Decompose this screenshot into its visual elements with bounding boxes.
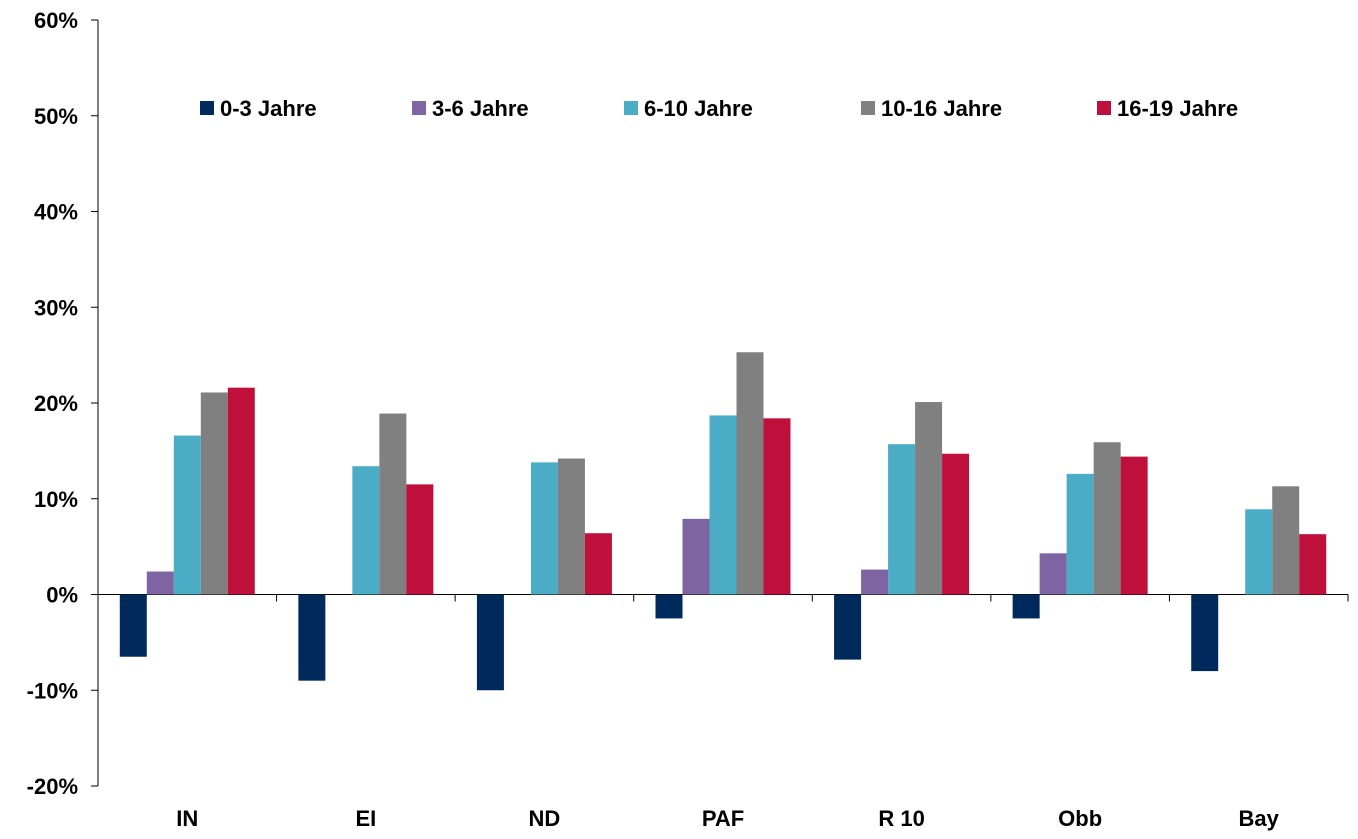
legend-label: 6-10 Jahre [644, 96, 753, 121]
bar [146, 571, 174, 595]
legend-swatch [200, 101, 214, 115]
bar [682, 518, 710, 595]
bar [1120, 456, 1148, 595]
bar [406, 484, 434, 595]
bar [736, 352, 764, 595]
bar [834, 594, 862, 660]
category-label: EI [355, 806, 376, 831]
plot-area: -20% -10% 0% 10% 20% 30% 40% 50% 60% IN EI ND PAF R 1… [27, 8, 1349, 831]
legend-swatch [1097, 101, 1111, 115]
bar [1093, 442, 1121, 595]
y-tick-label: 20% [34, 391, 78, 416]
y-tick-label: -10% [27, 678, 78, 703]
bar [655, 594, 683, 619]
bar [1299, 534, 1327, 595]
bar [709, 415, 737, 595]
y-tick-label: -20% [27, 774, 78, 799]
bar [200, 392, 228, 595]
bar [119, 594, 147, 657]
category-label: Bay [1239, 806, 1280, 831]
bar [1191, 594, 1219, 672]
bar [1039, 553, 1067, 595]
legend-swatch [412, 101, 426, 115]
legend-label: 16-19 Jahre [1117, 96, 1238, 121]
bar [1245, 509, 1273, 595]
bar [530, 462, 558, 595]
bar [227, 387, 255, 595]
bar [915, 402, 943, 595]
y-tick-label: 0% [46, 583, 78, 608]
category-label: IN [176, 806, 198, 831]
category-label: PAF [702, 806, 744, 831]
bar [352, 466, 380, 595]
y-tick-label: 30% [34, 295, 78, 320]
y-tick-label: 50% [34, 104, 78, 129]
y-tick-label: 10% [34, 487, 78, 512]
bar [861, 569, 889, 595]
bar [298, 594, 326, 681]
legend-label: 0-3 Jahre [220, 96, 317, 121]
legend-label: 10-16 Jahre [881, 96, 1002, 121]
bar [584, 533, 612, 595]
bar [557, 458, 585, 595]
y-tick-label: 60% [34, 8, 78, 33]
legend-label: 3-6 Jahre [432, 96, 529, 121]
legend-swatch [624, 101, 638, 115]
bar [888, 444, 916, 595]
bar [942, 453, 970, 595]
legend: 0-3 Jahre 3-6 Jahre 6-10 Jahre 10-16 Jahre 1… [200, 96, 1238, 121]
y-tick-label: 40% [34, 200, 78, 225]
legend-swatch [861, 101, 875, 115]
category-label: ND [529, 806, 561, 831]
bar [763, 418, 791, 595]
bar [476, 594, 504, 691]
bar [173, 435, 201, 595]
category-label: R 10 [878, 806, 924, 831]
bar [379, 413, 407, 595]
bar [1012, 594, 1040, 619]
category-label: Obb [1058, 806, 1102, 831]
bar [1066, 473, 1094, 595]
bar [1272, 486, 1300, 595]
